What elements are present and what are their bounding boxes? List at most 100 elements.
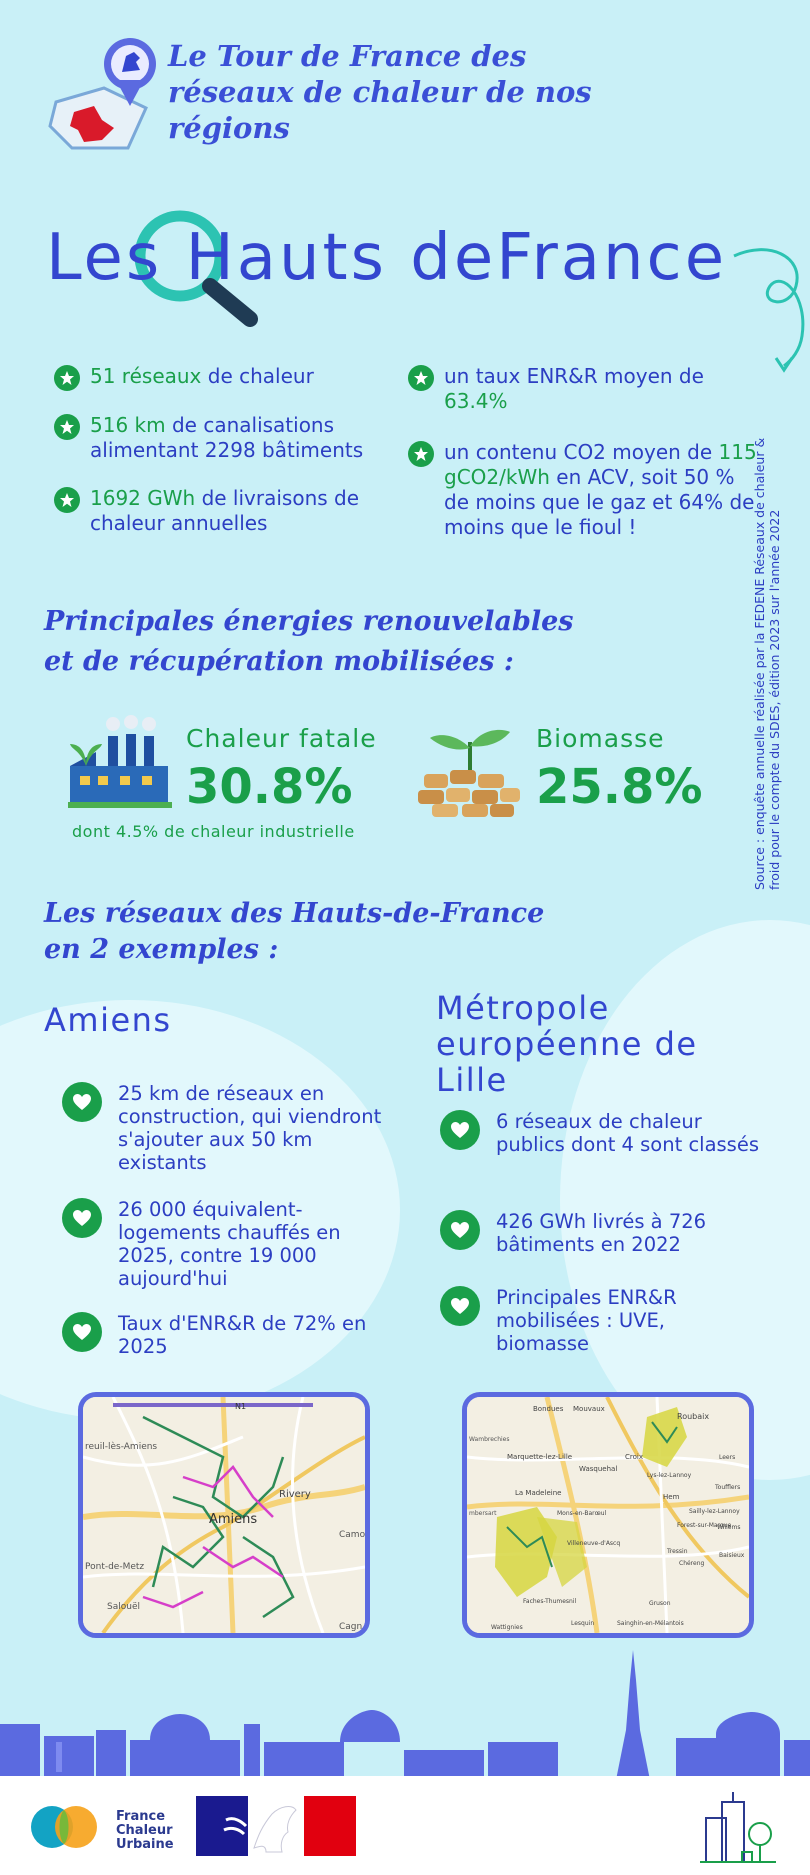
stat-text: de chaleur [201,364,314,388]
stat-highlight: 516 km [90,413,166,437]
energy-value-biomasse: 25.8% [536,759,703,815]
map-label: Gruson [649,1600,671,1607]
examples-title-line2: en 2 exemples : [44,934,279,965]
star-icon [54,414,80,440]
source-note: Source : enquête annuelle réalisée par l… [752,437,782,890]
examples-title: Les réseaux des Hauts-de-France en 2 exe… [44,896,724,968]
lille-point: 6 réseaux de chaleur publics dont 4 sont… [440,1110,760,1156]
stat-highlight: 51 réseaux [90,364,202,388]
curly-arrow-icon [733,248,805,373]
amiens-network-map: N1 reuil-lès-Amiens Rivery Amiens Camo P… [83,1397,365,1633]
logo-text-line: France [116,1809,166,1824]
footer: France Chaleur Urbaine [0,1776,810,1875]
lille-network-map: Bondues Mouvaux Roubaix Wambrechies Marq… [467,1397,749,1633]
map-label: Sainghin-en-Mélantois [617,1620,684,1627]
lille-map: Bondues Mouvaux Roubaix Wambrechies Marq… [462,1392,754,1638]
heart-icon [62,1082,102,1122]
map-label: Tressin [666,1548,688,1555]
republique-francaise-logo [196,1796,356,1856]
star-icon [408,441,434,467]
energy-value-chaleur-fatale: 30.8% [186,759,353,815]
city-lille: Métropole européenne de Lille [436,989,698,1099]
map-label: Croix [625,1453,643,1461]
map-label: Hem [663,1493,680,1501]
stat-pipes: 516 km de canalisations alimentant 2298 … [54,413,394,463]
examples-title-line1: Les réseaux des Hauts-de-France [44,898,545,929]
map-label: Wasquehal [579,1465,617,1473]
logo-text-line: Urbaine [116,1837,174,1852]
energies-title-line1: Principales énergies renouvelables [44,606,574,637]
heart-icon [62,1312,102,1352]
map-label: Amiens [209,1512,257,1527]
map-pin-icon [48,38,156,150]
region-title: Les Hauts deFrance [46,221,728,295]
lille-point: 426 GWh livrés à 726 bâtiments en 2022 [440,1210,760,1256]
france-chaleur-urbaine-logo [31,1806,97,1848]
map-label: Roubaix [677,1412,709,1421]
energies-title-line2: et de récupération mobilisées : [44,646,514,677]
logo-text: France Chaleur Urbaine [116,1810,174,1852]
map-label: Bondues [533,1405,564,1413]
energy-label-biomasse: Biomasse [536,724,665,753]
map-label: Pont-de-Metz [85,1562,144,1572]
map-label: Mouvaux [573,1405,605,1413]
energy-label-chaleur-fatale: Chaleur fatale [186,724,377,753]
map-label: Cagn [339,1622,362,1632]
city-amiens: Amiens [44,1001,172,1039]
stat-text: un taux ENR&R moyen de [444,364,704,388]
stat-co2: un contenu CO2 moyen de 115 gCO2/kWh en … [408,440,758,540]
map-label: Mons-en-Barœul [557,1510,607,1517]
stat-text: un contenu CO2 moyen de [444,440,719,464]
map-label: Villeneuve-d'Ascq [567,1540,620,1547]
map-label: mbersart [469,1510,497,1517]
map-label: Wattignies [491,1624,523,1631]
stat-text: en ACV, soit 50 % de moins que le gaz et… [444,465,755,539]
map-label: Toufflers [714,1484,740,1491]
stat-text: de livraisons de chaleur annuelles [90,486,360,535]
map-label: Lys-lez-Lannoy [647,1472,692,1479]
map-label: Chéreng [679,1560,705,1567]
factory-icon [68,715,172,808]
map-label: La Madeleine [515,1489,561,1497]
star-icon [54,365,80,391]
map-label: Willems [717,1524,740,1531]
map-label: Baisieux [719,1552,745,1559]
map-label: Sailly-lez-Lannoy [689,1508,740,1515]
star-icon [54,487,80,513]
map-label: N1 [235,1402,246,1411]
map-label: Marquette-lez-Lille [507,1453,572,1461]
map-label: Leers [719,1454,735,1461]
energies-title: Principales énergies renouvelables et de… [44,602,724,682]
city-skyline-illustration [0,1650,810,1780]
biomass-icon [418,729,520,817]
heart-icon [440,1110,480,1150]
amiens-point: 26 000 équivalent-logements chauffés en … [62,1198,382,1290]
heart-icon [62,1198,102,1238]
stat-enr-rate: un taux ENR&R moyen de 63.4% [408,364,748,414]
stat-text: de canalisations alimentant 2298 bâtimen… [90,413,364,462]
series-title: Le Tour de France des réseaux de chaleur… [168,39,592,145]
stat-highlight: 1692 GWh [90,486,196,510]
map-label: Faches-Thumesnil [523,1598,577,1605]
map-label: Camo [339,1530,365,1540]
map-label: Lesquin [571,1620,594,1627]
amiens-map: N1 reuil-lès-Amiens Rivery Amiens Camo P… [78,1392,370,1638]
stat-highlight: 115 gCO2/kWh [444,440,757,489]
energy-note-chaleur-fatale: dont 4.5% de chaleur industrielle [72,822,355,841]
map-label: Salouël [107,1602,140,1612]
map-label: Wambrechies [469,1436,510,1443]
amiens-point: Taux d'ENR&R de 72% en 2025 [62,1312,382,1358]
stat-highlight: 63.4% [444,389,508,413]
city-buildings-icon [700,1792,776,1863]
map-label: Forest-sur-Marque [677,1522,732,1529]
lille-point: Principales ENR&R mobilisées : UVE, biom… [440,1286,760,1355]
heart-icon [440,1286,480,1326]
map-label: reuil-lès-Amiens [85,1441,157,1452]
logo-text-line: Chaleur [116,1823,173,1838]
star-icon [408,365,434,391]
magnifier-icon [134,210,258,327]
amiens-point: 25 km de réseaux en construction, qui vi… [62,1082,382,1174]
heart-icon [440,1210,480,1250]
map-label: Rivery [279,1489,311,1500]
